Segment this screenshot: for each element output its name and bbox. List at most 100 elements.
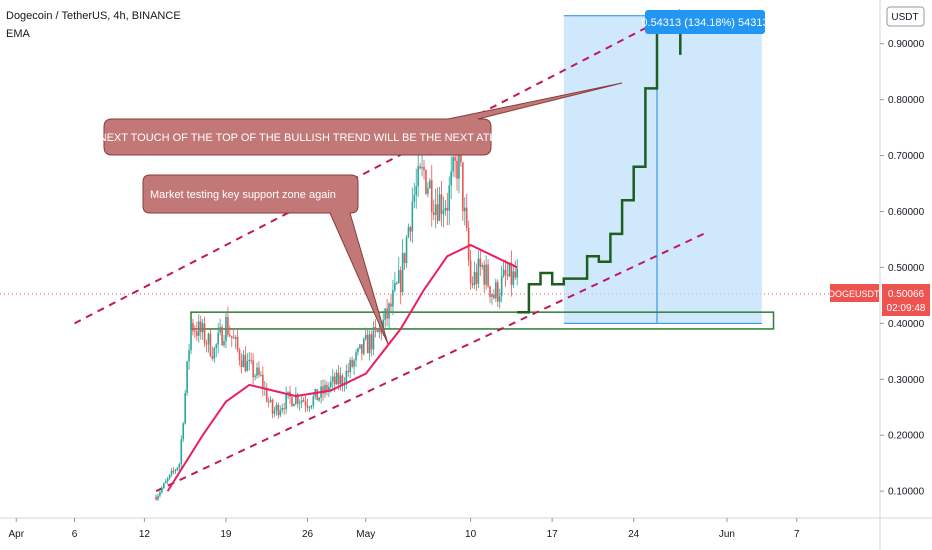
candle-body (355, 352, 357, 361)
candle-body (409, 227, 412, 232)
candle-body (359, 344, 361, 349)
candle-body (440, 194, 443, 214)
candle-body (374, 326, 377, 330)
candle-body (448, 185, 451, 211)
measure-label: 0.54313 (134.18%) 54313 (641, 17, 768, 29)
candle-body (161, 488, 163, 493)
candle-body (495, 282, 497, 299)
projection-path[interactable] (517, 20, 682, 314)
candle-body (273, 410, 276, 414)
candle-body (296, 394, 299, 404)
candle-body (203, 323, 206, 344)
candle-body (258, 367, 260, 375)
candle-body (170, 470, 173, 475)
candle-body (498, 296, 501, 302)
currency-badge[interactable] (886, 6, 925, 27)
symbol-tag[interactable] (830, 284, 879, 302)
candle-body (508, 262, 511, 277)
candle-body (236, 337, 239, 350)
price-tick-label: 0.70000 (888, 151, 925, 162)
candle-body (436, 204, 439, 221)
symbol-tag-text: DOGEUSDT (828, 289, 880, 299)
candle-body (485, 264, 487, 285)
candle-body (456, 160, 458, 179)
candle-body (248, 359, 251, 362)
candle-body (279, 410, 282, 416)
measure-label-box[interactable] (645, 10, 765, 34)
candle-body (413, 195, 416, 202)
candle-body (318, 397, 320, 401)
callout-ath[interactable] (103, 82, 623, 156)
candle-body (467, 227, 470, 261)
candle-body (491, 294, 493, 297)
candle-body (351, 360, 353, 367)
time-tick-label: Jun (719, 529, 735, 540)
candle-body (295, 394, 297, 405)
candle-body (386, 308, 388, 319)
channel-lower-line[interactable] (155, 232, 705, 493)
callout-ath-text: NEXT TOUCH OF THE TOP OF THE BULLISH TRE… (99, 132, 498, 144)
candle-body (361, 344, 363, 354)
candle-body (322, 386, 324, 394)
candle-body (197, 321, 200, 336)
candle-body (186, 361, 188, 394)
candle-body (477, 258, 480, 284)
candle-body (471, 282, 474, 286)
candle-body (423, 166, 425, 171)
candle-body (516, 268, 518, 278)
candle-body (403, 253, 406, 264)
candle-body (442, 210, 445, 214)
candle-body (514, 271, 517, 278)
candle-body (159, 492, 161, 496)
ema-indicator-label[interactable]: EMA (6, 28, 30, 40)
support-zone[interactable] (190, 311, 775, 330)
candle-body (427, 188, 429, 194)
candle-body (285, 393, 287, 410)
candle-body (238, 349, 241, 361)
candle-body (199, 321, 202, 333)
candle-body (163, 483, 165, 489)
callout-support[interactable] (142, 174, 389, 345)
candle-body (250, 359, 252, 361)
candle-body (182, 423, 185, 440)
candle-body (388, 303, 390, 319)
time-axis[interactable]: Apr 6 12 19 26 May 10 17 24 Jun 7 (8, 518, 800, 540)
candle-body (458, 140, 460, 179)
candle-body (227, 316, 229, 335)
price-tick-label: 0.90000 (888, 39, 925, 50)
candle-body (349, 360, 352, 373)
time-tick-label: 12 (139, 529, 151, 540)
channel-upper-line[interactable] (74, 9, 681, 325)
candle-body (500, 276, 503, 297)
candle-body (473, 272, 476, 286)
currency-badge-label: USDT (891, 12, 918, 23)
candle-body (504, 269, 507, 275)
candle-body (380, 327, 383, 334)
candle-body (452, 157, 454, 172)
candle-body (316, 389, 319, 401)
candle-body (190, 322, 192, 351)
candle-body (287, 391, 289, 394)
measure-box[interactable] (563, 15, 762, 324)
candle-body (337, 372, 340, 385)
candle-body (230, 335, 233, 338)
candle-body (506, 274, 509, 277)
candle-body (291, 397, 293, 407)
candle-body (215, 344, 218, 349)
candle-body (326, 384, 328, 392)
candle-body (405, 237, 408, 264)
price-tick-label: 0.10000 (888, 487, 925, 498)
candle-body (438, 194, 441, 221)
candle-body (298, 402, 301, 404)
candle-body (201, 323, 204, 333)
time-tick-label: 26 (302, 529, 314, 540)
candle-body (463, 207, 466, 212)
candle-body (207, 333, 210, 345)
candle-body (172, 470, 175, 472)
price-axis[interactable]: 0.90000 0.80000 0.70000 0.60000 0.50000 0.400… (880, 39, 925, 498)
candle-body (300, 400, 303, 403)
candle-body (366, 334, 369, 354)
price-tag[interactable] (882, 284, 930, 316)
candlestick-series (155, 131, 518, 502)
